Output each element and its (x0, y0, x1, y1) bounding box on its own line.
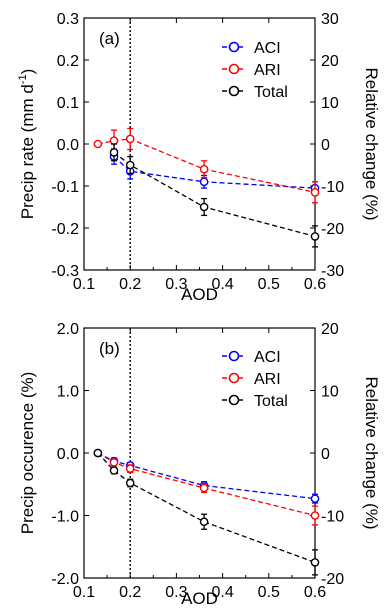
data-point (310, 232, 320, 241)
y-axis-label: Precip rate (mm d-1) (17, 69, 37, 220)
data-point (109, 148, 119, 157)
y-tick-label: 1.0 (57, 384, 79, 401)
panel-label: (a) (99, 29, 120, 48)
x-tick-label: 0.4 (211, 584, 233, 601)
data-point (310, 558, 320, 567)
data-point (199, 517, 209, 527)
legend-label: ACI (254, 349, 281, 366)
y2-tick-label: 20 (321, 321, 339, 338)
data-point (109, 136, 119, 145)
series-total (109, 143, 320, 248)
y2-axis-label: Relative change (%) (362, 376, 381, 529)
x-tick-label: 0.3 (165, 584, 187, 601)
chart-panel-2: 0.1 0.2 0.3 0.4 0.5 0.6 -2.0 -1.0 0.0 1.0 2.0 -20 -1… (18, 321, 381, 608)
legend-label: Total (254, 84, 288, 101)
x-tick-label: 0.5 (258, 584, 280, 601)
data-point (310, 511, 320, 520)
y2-tick-label: 10 (321, 95, 339, 112)
x-tick-label: 0.2 (119, 276, 141, 293)
data-point (199, 177, 209, 187)
y2-axis-label: Relative change (%) (362, 67, 381, 220)
legend: ACI ARI Total (222, 40, 288, 101)
y2-tick-label: -20 (321, 221, 344, 238)
data-point (109, 466, 119, 475)
y-tick-label: -1.0 (51, 509, 79, 526)
data-point (125, 160, 135, 170)
chart-panel-1: 0.1 0.2 0.3 0.4 0.5 0.6 -0.3 -0.2 -0.1 0.0 0.1 0.2 0… (17, 11, 381, 304)
y2-tick-label: 20 (321, 53, 339, 70)
y2-tick-label: -10 (321, 179, 344, 196)
y-tick-label: -0.1 (51, 179, 79, 196)
data-point (109, 458, 119, 467)
legend-marker (228, 85, 240, 97)
x-tick-label: 0.3 (165, 276, 187, 293)
x-tick-label: 0.1 (73, 584, 95, 601)
legend-label: ACI (254, 40, 281, 57)
series-aci (93, 448, 320, 504)
y-tick-label: 0.0 (57, 446, 79, 463)
y2-tick-label: 0 (321, 446, 330, 463)
y2-tick-label: 10 (321, 384, 339, 401)
data-point (93, 139, 103, 149)
y-tick-label: 0.3 (57, 11, 79, 28)
y-tick-label: 2.0 (57, 321, 79, 338)
x-tick-label: 0.6 (304, 584, 326, 601)
data-point (310, 187, 320, 197)
y-tick-label: 0.0 (57, 137, 79, 154)
x-tick-label: 0.1 (73, 276, 95, 293)
y2-tick-label: -10 (321, 509, 344, 526)
data-point (199, 164, 209, 174)
y-axis-label: Precip occurence (%) (18, 372, 37, 535)
y2-tick-label: -30 (321, 263, 344, 280)
series-line (113, 151, 316, 238)
y2-tick-label: 0 (321, 137, 330, 154)
panel-label: (b) (99, 339, 120, 358)
data-point (93, 448, 103, 458)
legend-marker (228, 63, 240, 75)
data-point (125, 478, 135, 488)
legend-marker (228, 350, 240, 362)
x-axis-label: AOD (181, 589, 218, 608)
x-tick-label: 0.4 (211, 276, 233, 293)
y2-tick-label: -20 (321, 571, 344, 588)
legend-label: ARI (254, 371, 281, 388)
legend-label: ARI (254, 62, 281, 79)
data-point (199, 483, 209, 493)
data-point (125, 134, 135, 144)
legend-marker (228, 394, 240, 406)
y-tick-label: 0.1 (57, 95, 79, 112)
legend-label: Total (254, 393, 288, 410)
y-tick-label: -0.3 (51, 263, 79, 280)
y-tick-label: -2.0 (51, 571, 79, 588)
series-line (113, 156, 316, 189)
legend-marker (228, 41, 240, 53)
data-point (310, 494, 320, 503)
data-point (125, 464, 135, 473)
x-tick-label: 0.6 (304, 276, 326, 293)
y-tick-label: 0.2 (57, 53, 79, 70)
legend-marker (228, 372, 240, 384)
series-total (93, 448, 320, 576)
legend: ACI ARI Total (222, 349, 288, 410)
x-tick-label: 0.2 (119, 584, 141, 601)
data-point (199, 202, 209, 212)
y2-tick-label: 30 (321, 11, 339, 28)
y-tick-label: -0.2 (51, 221, 79, 238)
x-tick-label: 0.5 (258, 276, 280, 293)
x-axis-label: AOD (181, 285, 218, 304)
